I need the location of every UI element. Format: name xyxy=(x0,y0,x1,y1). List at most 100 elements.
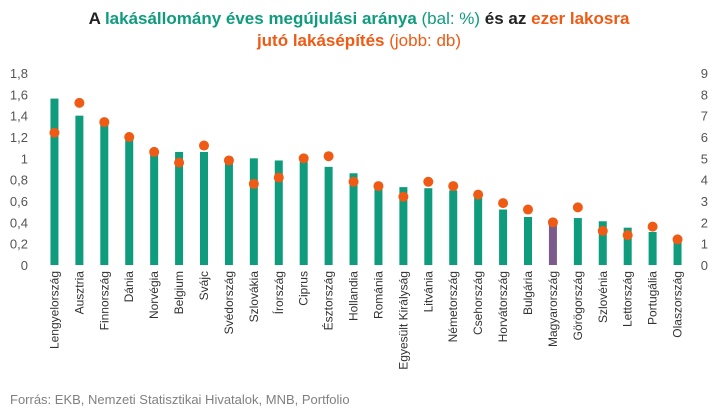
bar xyxy=(324,166,333,265)
bar xyxy=(474,194,483,265)
category-label: Ciprus xyxy=(297,271,311,306)
right-axis-tick-label: 3 xyxy=(701,194,708,209)
bar xyxy=(75,115,84,266)
data-point xyxy=(273,172,284,183)
category-label: Egyesült Királyság xyxy=(396,271,410,370)
bar xyxy=(499,209,508,265)
category-label: Finnország xyxy=(97,271,111,330)
category-label: Litvánia xyxy=(421,271,435,313)
left-axis-tick-label: 0,8 xyxy=(10,173,28,188)
bar xyxy=(100,123,109,265)
data-point xyxy=(74,97,85,108)
title-series2-name-a: ezer lakosra xyxy=(531,9,630,28)
bar xyxy=(150,151,159,265)
category-label: Olaszország xyxy=(671,271,685,338)
data-point xyxy=(473,189,484,200)
right-axis-tick-label: 8 xyxy=(701,87,708,102)
title-line-2: jutó lakásépítés (jobb: db) xyxy=(0,30,718,52)
title-series1-unit: (bal: %) xyxy=(416,9,481,28)
data-point xyxy=(298,153,309,164)
title-series1-name: lakásállomány éves megújulási aránya xyxy=(104,9,417,28)
left-axis-tick-label: 1,8 xyxy=(10,66,28,81)
bar xyxy=(299,161,308,265)
right-axis-tick-label: 4 xyxy=(701,173,708,188)
chart-title: A lakásállomány éves megújulási aránya (… xyxy=(0,8,718,52)
bar xyxy=(548,222,557,265)
left-axis: 0 0,2 0,4 0,6 0,8 1 1,2 1,4 1,6 1,8 xyxy=(10,66,28,273)
left-axis-tick-label: 1 xyxy=(21,151,28,166)
title-series2-unit: (jobb: db) xyxy=(384,31,462,50)
data-point xyxy=(622,230,633,241)
bar xyxy=(224,157,233,265)
title-text-a: A xyxy=(88,9,105,28)
category-label: Ausztria xyxy=(72,271,86,315)
title-series2-name-b: jutó lakásépítés xyxy=(256,31,385,50)
bar xyxy=(175,151,184,265)
right-axis-tick-label: 2 xyxy=(701,215,708,230)
category-label: Szlovákia xyxy=(247,271,261,323)
category-label: Hollandia xyxy=(347,271,361,321)
category-label: Horvátország xyxy=(496,271,510,342)
category-label: Lengyelország xyxy=(47,271,61,349)
left-axis-tick-label: 1,6 xyxy=(10,87,28,102)
bar xyxy=(374,185,383,265)
source-note: Forrás: EKB, Nemzeti Statisztikai Hivata… xyxy=(10,392,350,407)
data-point xyxy=(323,151,334,162)
data-point xyxy=(672,234,683,245)
category-label: Magyarország xyxy=(546,271,560,347)
data-point xyxy=(498,198,509,209)
left-axis-tick-label: 0,6 xyxy=(10,194,28,209)
category-label: Szlovénia xyxy=(596,271,610,323)
left-axis-tick-label: 0,4 xyxy=(10,215,28,230)
bar xyxy=(598,221,607,265)
left-axis-tick-label: 1,4 xyxy=(10,109,28,124)
bar xyxy=(50,98,59,265)
bar xyxy=(125,139,134,265)
right-axis: 0 1 2 3 4 5 6 7 8 9 xyxy=(701,66,708,273)
left-axis-tick-label: 0 xyxy=(21,258,28,273)
title-line-1: A lakásállomány éves megújulási aránya (… xyxy=(0,8,718,30)
bar xyxy=(399,187,408,265)
bar xyxy=(349,173,358,265)
data-point xyxy=(248,178,259,189)
bar xyxy=(573,218,582,265)
data-point xyxy=(597,225,608,236)
data-point xyxy=(423,176,434,187)
category-label: Bulgária xyxy=(521,271,535,315)
category-label: Svédország xyxy=(222,271,236,334)
data-point xyxy=(174,157,185,168)
data-point xyxy=(49,127,60,138)
data-point xyxy=(124,132,135,142)
category-label: Dánia xyxy=(122,271,136,303)
data-point xyxy=(647,221,658,232)
bar xyxy=(623,227,632,265)
category-label: Németország xyxy=(446,271,460,342)
right-axis-tick-label: 1 xyxy=(701,237,708,252)
bar xyxy=(648,231,657,265)
left-axis-tick-label: 0,2 xyxy=(10,237,28,252)
data-point xyxy=(523,204,533,215)
category-label: Belgium xyxy=(172,271,186,314)
bar xyxy=(673,240,682,265)
bar xyxy=(274,160,283,265)
category-label: Észtország xyxy=(321,271,336,330)
bar xyxy=(524,217,532,265)
data-point xyxy=(199,140,209,151)
right-axis-tick-label: 5 xyxy=(701,151,708,166)
data-point xyxy=(398,191,409,202)
category-label: Írország xyxy=(271,271,286,314)
data-point xyxy=(448,181,459,192)
right-axis-tick-label: 6 xyxy=(701,130,708,145)
right-axis-tick-label: 7 xyxy=(701,109,708,124)
bar-series xyxy=(50,98,682,266)
category-label: Csehország xyxy=(471,271,485,335)
category-label: Lettország xyxy=(621,271,635,327)
category-label: Portugália xyxy=(646,271,660,325)
left-axis-tick-label: 1,2 xyxy=(10,130,28,145)
bar xyxy=(249,158,258,265)
dot-series xyxy=(49,97,683,245)
data-point xyxy=(572,202,583,213)
bar xyxy=(200,151,208,265)
category-label: Románia xyxy=(371,271,385,319)
